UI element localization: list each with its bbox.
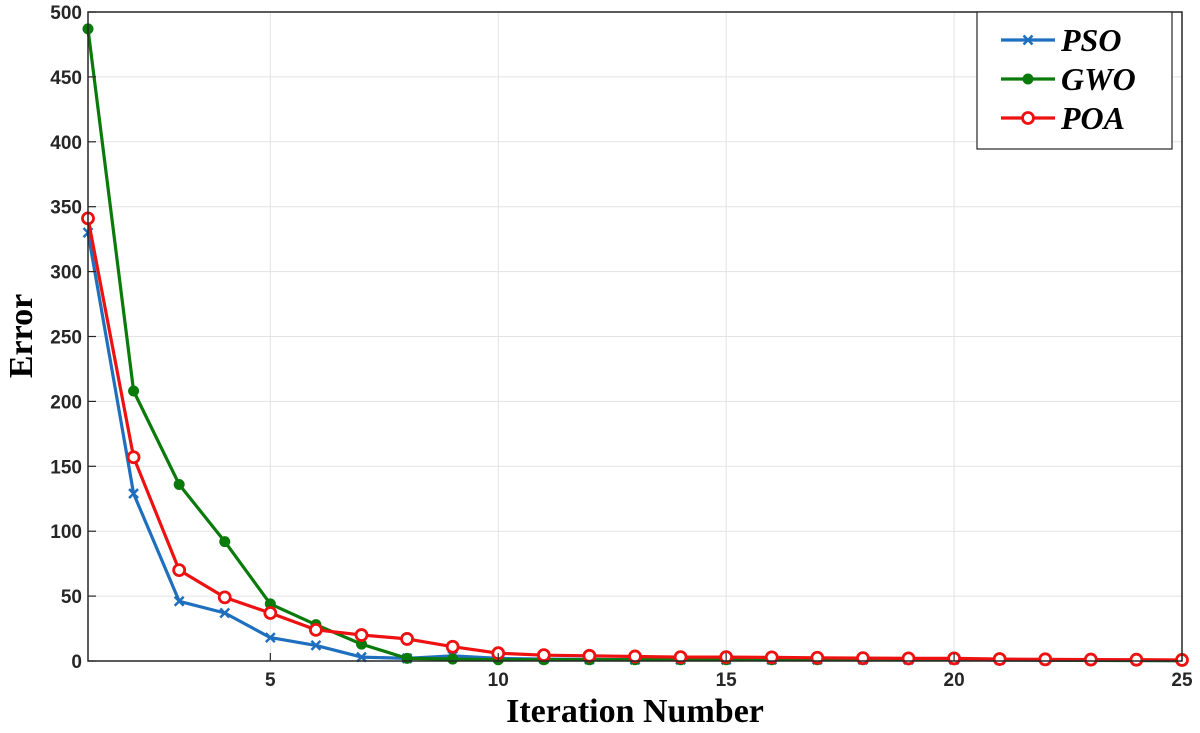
data-point-pso [219, 607, 231, 619]
series-pso [82, 227, 1188, 666]
data-point-pso [173, 595, 185, 607]
data-point-poa [263, 606, 278, 620]
data-point-gwo [219, 536, 231, 548]
legend-marker [1022, 34, 1034, 46]
series-poa [81, 211, 1189, 667]
data-point-poa [126, 450, 141, 465]
x-tick-label: 5 [265, 670, 276, 691]
x-axis-title: Iteration Number [506, 693, 764, 728]
y-tick-label: 300 [50, 263, 82, 284]
data-point-pso [128, 488, 139, 499]
legend-label: GWO [1061, 61, 1136, 97]
data-point-poa [1038, 652, 1053, 667]
y-tick-label: 200 [50, 392, 82, 413]
y-tick-label: 150 [50, 457, 82, 478]
data-point-pso [356, 651, 367, 663]
y-axis-title: Error [3, 294, 40, 378]
data-point-poa [354, 628, 369, 642]
legend-item-poa: POA [1001, 100, 1125, 136]
x-tick-label: 25 [1171, 670, 1193, 691]
y-tick-label: 100 [50, 522, 82, 543]
y-tick-label: 50 [61, 587, 82, 608]
y-tick-label: 250 [50, 328, 82, 349]
series-line-poa [86, 218, 1183, 662]
y-tick-label: 0 [71, 652, 82, 673]
legend-item-gwo: GWO [1001, 61, 1136, 97]
data-point-poa [445, 639, 460, 654]
series-layer [81, 23, 1189, 667]
legend-label: PSO [1060, 22, 1121, 58]
data-point-gwo [401, 652, 413, 664]
x-tick-label: 10 [488, 670, 509, 691]
data-point-gwo [447, 653, 459, 665]
data-point-poa [628, 649, 642, 664]
data-point-gwo [128, 385, 140, 397]
data-point-poa [764, 650, 779, 665]
data-point-poa [673, 650, 688, 665]
data-point-poa [582, 648, 597, 663]
y-tick-label: 400 [50, 133, 82, 154]
data-point-poa [536, 648, 551, 663]
data-point-pso [264, 632, 276, 644]
data-point-poa [217, 590, 232, 605]
legend-label: POA [1060, 100, 1125, 136]
legend-item-pso: PSO [1001, 22, 1121, 58]
y-tick-label: 500 [50, 3, 82, 24]
data-point-gwo [173, 478, 185, 490]
data-point-poa [992, 652, 1007, 666]
data-point-poa [309, 622, 323, 637]
data-point-poa [1129, 652, 1144, 667]
x-tick-label: 15 [716, 670, 738, 691]
y-tick-label: 350 [50, 198, 82, 219]
legend-marker [1022, 73, 1034, 85]
data-point-poa [901, 651, 916, 666]
data-point-poa [400, 632, 414, 646]
y-tick-label: 450 [50, 68, 82, 89]
data-point-poa [172, 563, 187, 578]
data-point-poa [856, 651, 870, 666]
data-point-poa [1083, 652, 1098, 667]
data-point-pso [310, 640, 322, 651]
legend-marker [1021, 111, 1035, 125]
x-tick-label: 20 [944, 670, 965, 691]
